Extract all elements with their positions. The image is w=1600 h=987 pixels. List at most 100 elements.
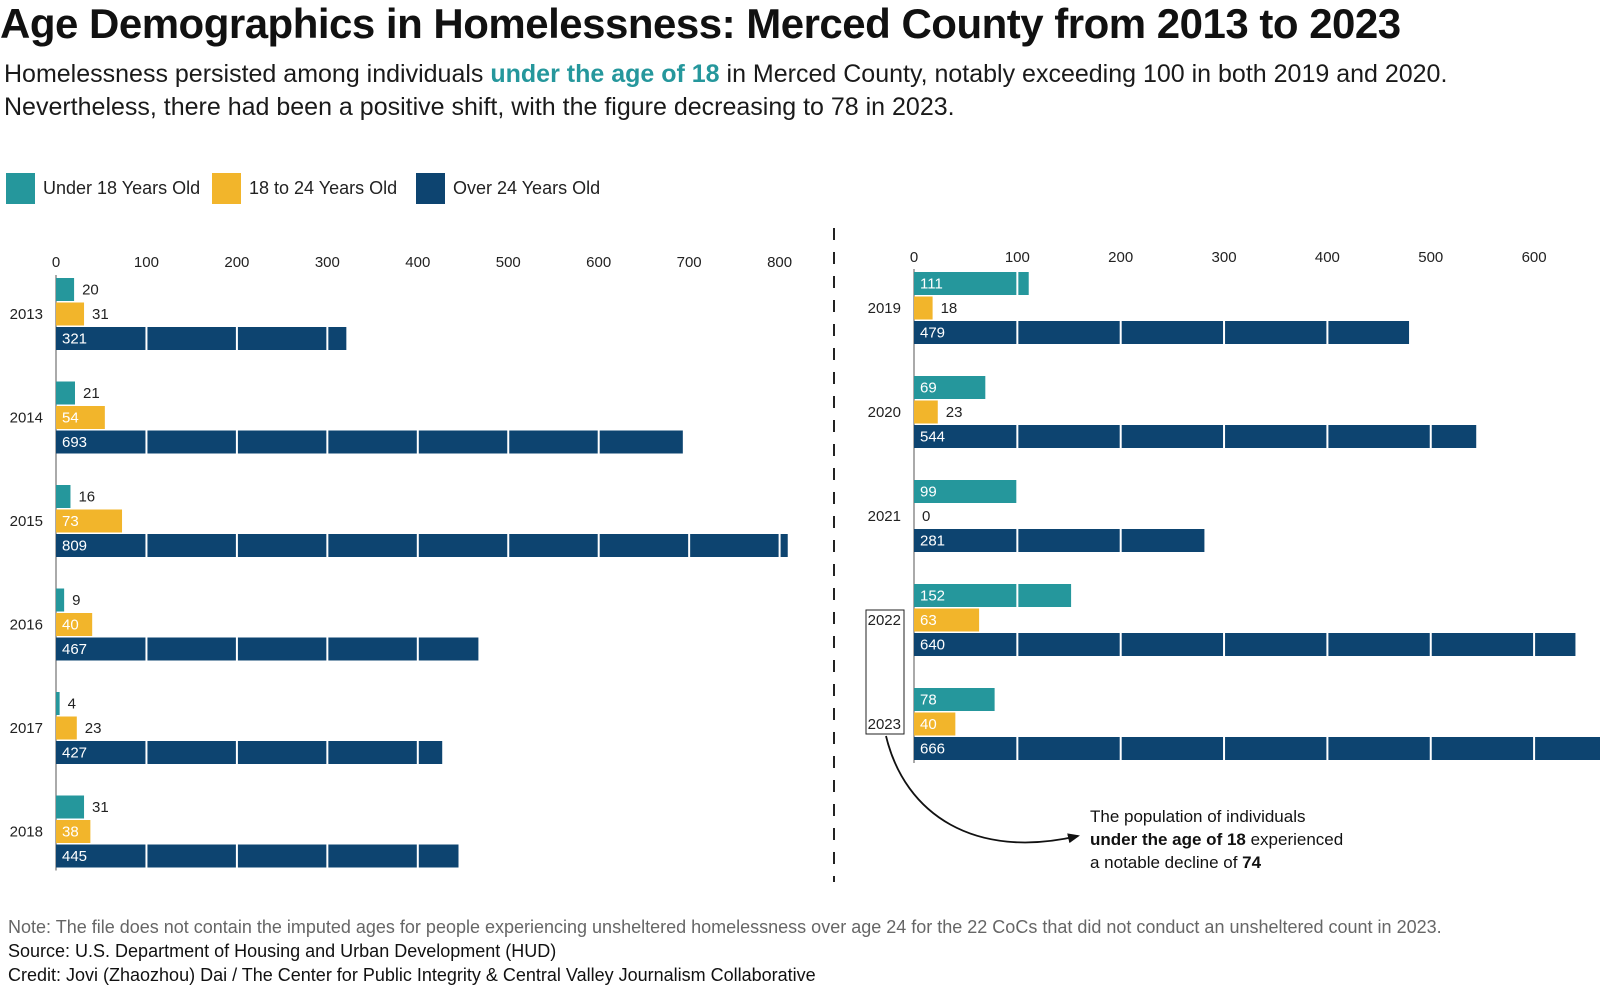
- legend-label-under-18: Under 18 Years Old: [43, 178, 201, 198]
- x-tick-label-600: 600: [1522, 249, 1547, 266]
- bar-under-18-2013: [56, 278, 75, 301]
- annotation-highlight: under the age of 18: [1090, 830, 1246, 849]
- year-label-2016: 2016: [10, 617, 43, 634]
- value-label-under-18-2018: 31: [92, 799, 109, 816]
- annotation-line-3-rest: a notable decline of: [1090, 853, 1242, 872]
- bar-under-18-2023: [914, 688, 995, 711]
- x-tick-label-0: 0: [910, 249, 918, 266]
- bar-18-to-24-2016: [56, 613, 93, 636]
- x-tick-label-600: 600: [586, 254, 611, 271]
- legend-label-over-24: Over 24 Years Old: [453, 178, 601, 198]
- value-label-over-24-2017: 427: [62, 745, 87, 762]
- bar-under-18-2017: [56, 692, 60, 715]
- bar-over-24-2020: [914, 425, 1477, 448]
- annotation-line-2-rest: experienced: [1246, 830, 1343, 849]
- bar-over-24-2019: [914, 321, 1410, 344]
- annotation-line-1: The population of individuals: [1090, 807, 1305, 826]
- x-tick-label-100: 100: [134, 254, 159, 271]
- bar-over-24-2021: [914, 529, 1205, 552]
- value-label-over-24-2020: 544: [920, 429, 945, 446]
- value-label-over-24-2021: 281: [920, 533, 945, 550]
- value-label-under-18-2015: 16: [78, 489, 95, 506]
- x-tick-label-200: 200: [1108, 249, 1133, 266]
- year-label-2020: 2020: [868, 404, 901, 421]
- x-tick-label-300: 300: [315, 254, 340, 271]
- value-label-18-to-24-2023: 40: [920, 716, 937, 733]
- bar-18-to-24-2017: [56, 716, 77, 740]
- bar-under-18-2016: [56, 588, 65, 612]
- value-label-18-to-24-2013: 31: [92, 306, 109, 323]
- year-label-2022: 2022: [868, 612, 901, 629]
- value-label-18-to-24-2018: 38: [62, 824, 79, 841]
- bar-18-to-24-2018: [56, 820, 91, 843]
- value-label-over-24-2016: 467: [62, 641, 87, 658]
- bar-18-to-24-2020: [914, 400, 938, 424]
- legend-label-18-to-24: 18 to 24 Years Old: [249, 178, 398, 198]
- x-tick-label-500: 500: [496, 254, 521, 271]
- value-label-over-24-2023: 666: [920, 741, 945, 758]
- bar-over-24-2017: [56, 741, 443, 764]
- subtitle-line-1: Homelessness persisted among individuals…: [4, 58, 1594, 91]
- x-tick-label-800: 800: [767, 254, 792, 271]
- year-label-2014: 2014: [10, 410, 43, 427]
- value-label-over-24-2014: 693: [62, 434, 87, 451]
- chart-title: Age Demographics in Homelessness: Merced…: [0, 0, 1401, 47]
- value-label-under-18-2021: 99: [920, 484, 937, 501]
- annotation-arrow: [885, 735, 1080, 844]
- year-label-2013: 2013: [10, 306, 43, 323]
- bar-under-18-2019: [914, 272, 1029, 295]
- legend-swatch-under-18: [6, 173, 35, 204]
- subtitle-highlight: under the age of 18: [490, 60, 720, 88]
- bar-chart: 0 100 200 300 400 500 600 700 800201320313212014…: [10, 228, 1600, 882]
- footer-credit: Credit: Jovi (Zhaozhou) Dai / The Center…: [8, 965, 816, 985]
- subtitle-line-2: Nevertheless, there had been a positive …: [4, 93, 955, 121]
- value-label-over-24-2022: 640: [920, 637, 945, 654]
- value-label-over-24-2015: 809: [62, 538, 87, 555]
- value-label-18-to-24-2022: 63: [920, 612, 937, 629]
- value-label-over-24-2013: 321: [62, 331, 87, 348]
- bar-over-24-2018: [56, 844, 459, 868]
- subtitle-before: Homelessness persisted among individuals: [4, 60, 491, 88]
- value-label-under-18-2019: 111: [920, 276, 943, 293]
- value-label-18-to-24-2015: 73: [62, 513, 79, 530]
- value-label-18-to-24-2020: 23: [946, 404, 963, 421]
- bar-18-to-24-2023: [914, 712, 956, 736]
- value-label-18-to-24-2021: 0: [922, 508, 930, 525]
- bar-18-to-24-2022: [914, 608, 980, 632]
- value-label-18-to-24-2017: 23: [85, 720, 102, 737]
- bar-over-24-2014: [56, 430, 683, 454]
- bar-over-24-2022: [914, 633, 1576, 656]
- bar-under-18-2014: [56, 381, 75, 405]
- year-label-2017: 2017: [10, 720, 43, 737]
- x-tick-label-700: 700: [677, 254, 702, 271]
- footer-source: Source: U.S. Department of Housing and U…: [8, 941, 557, 961]
- bar-under-18-2022: [914, 584, 1072, 607]
- x-tick-label-500: 500: [1418, 249, 1443, 266]
- bar-under-18-2020: [914, 376, 986, 399]
- value-label-under-18-2022: 152: [920, 588, 945, 605]
- value-label-under-18-2017: 4: [68, 696, 76, 713]
- bar-under-18-2018: [56, 795, 85, 819]
- annotation-line-3: a notable decline of 74: [1090, 853, 1262, 872]
- annotation-line-2: under the age of 18 experienced: [1090, 830, 1343, 849]
- left-panel: 0 100 200 300 400 500 600 700 800 2013 20 31 321 2014…: [10, 254, 792, 871]
- x-tick-label-400: 400: [1315, 249, 1340, 266]
- year-label-2015: 2015: [10, 513, 43, 530]
- legend-swatch-over-24: [416, 173, 445, 204]
- year-label-2018: 2018: [10, 824, 43, 841]
- footer: Note: The file does not contain the impu…: [8, 915, 1442, 987]
- bar-over-24-2023: [914, 737, 1600, 760]
- highlight-box: [865, 609, 905, 735]
- bar-18-to-24-2015: [56, 509, 123, 533]
- bar-under-18-2021: [914, 480, 1017, 503]
- bar-over-24-2015: [56, 534, 788, 557]
- value-label-over-24-2019: 479: [920, 325, 945, 342]
- right-panel: 0 100 200 300 400 500 600201911118479202069235…: [868, 249, 1600, 763]
- bar-18-to-24-2019: [914, 296, 933, 320]
- year-label-2019: 2019: [868, 300, 901, 317]
- subtitle-after: in Merced County, notably exceeding 100 …: [719, 60, 1448, 88]
- value-label-under-18-2014: 21: [83, 385, 100, 402]
- footer-note: Note: The file does not contain the impu…: [8, 917, 1442, 937]
- bar-under-18-2015: [56, 485, 71, 508]
- value-label-over-24-2018: 445: [62, 848, 87, 865]
